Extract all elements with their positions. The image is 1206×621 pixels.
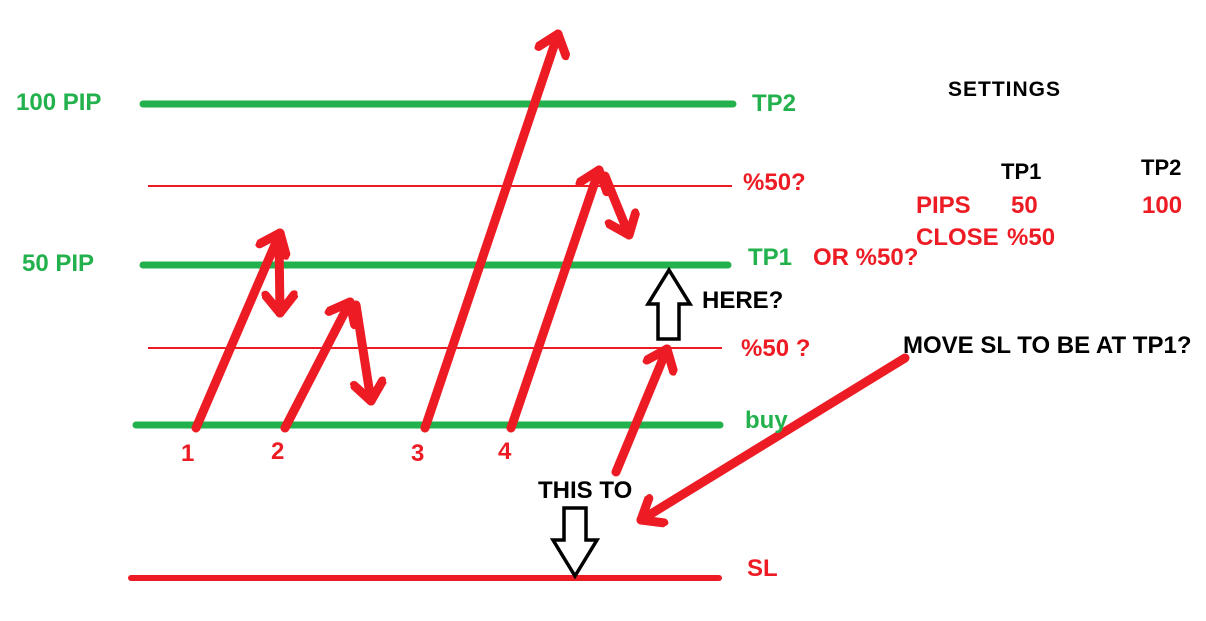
sl-label: SL — [747, 555, 778, 582]
move1-up-arrow — [191, 233, 280, 433]
this-to-down-arrow-icon — [549, 506, 601, 580]
move-sl-label: MOVE SL TO BE AT TP1? — [903, 332, 1192, 359]
move4-pullback-arrow — [600, 171, 629, 235]
settings-col-tp2: TP2 — [1141, 155, 1182, 180]
tp1-or-pct50-label: OR %50? — [813, 244, 919, 271]
settings-pips-label: PIPS — [916, 192, 971, 219]
here-up-arrow-icon — [644, 266, 694, 341]
settings-close-tp1: %50 — [1007, 224, 1056, 251]
move2-pullback-arrow — [356, 300, 371, 401]
entry-number-4: 4 — [498, 438, 512, 465]
this-to-label: THIS TO — [538, 477, 633, 504]
move3-breakout-arrow — [420, 34, 558, 433]
entry-number-3: 3 — [411, 440, 425, 467]
move4-up-arrow — [506, 170, 599, 433]
entry-number-2: 2 — [271, 438, 285, 465]
pip100-label: 100 PIP — [16, 89, 102, 116]
settings-col-tp1: TP1 — [1001, 159, 1042, 184]
entry-number-1: 1 — [181, 440, 195, 467]
pip50-label: 50 PIP — [22, 250, 95, 277]
move2-up-arrow — [280, 302, 350, 433]
tp1-label: TP1 — [748, 244, 793, 271]
settings-title: SETTINGS — [948, 78, 1062, 101]
pct50-upper-label: %50? — [743, 169, 806, 196]
move-sl-pointer-arrow — [641, 353, 910, 520]
move5-up-arrow — [611, 349, 667, 477]
buy-label: buy — [745, 407, 788, 434]
move1-pullback-arrow — [279, 236, 280, 313]
here-label: HERE? — [702, 287, 784, 314]
pct50-lower-label: %50 ? — [741, 335, 811, 362]
tp2-label: TP2 — [752, 90, 797, 117]
settings-close-label: CLOSE — [916, 224, 999, 251]
settings-pips-tp1: 50 — [1011, 192, 1038, 219]
settings-pips-tp2: 100 — [1142, 192, 1183, 219]
